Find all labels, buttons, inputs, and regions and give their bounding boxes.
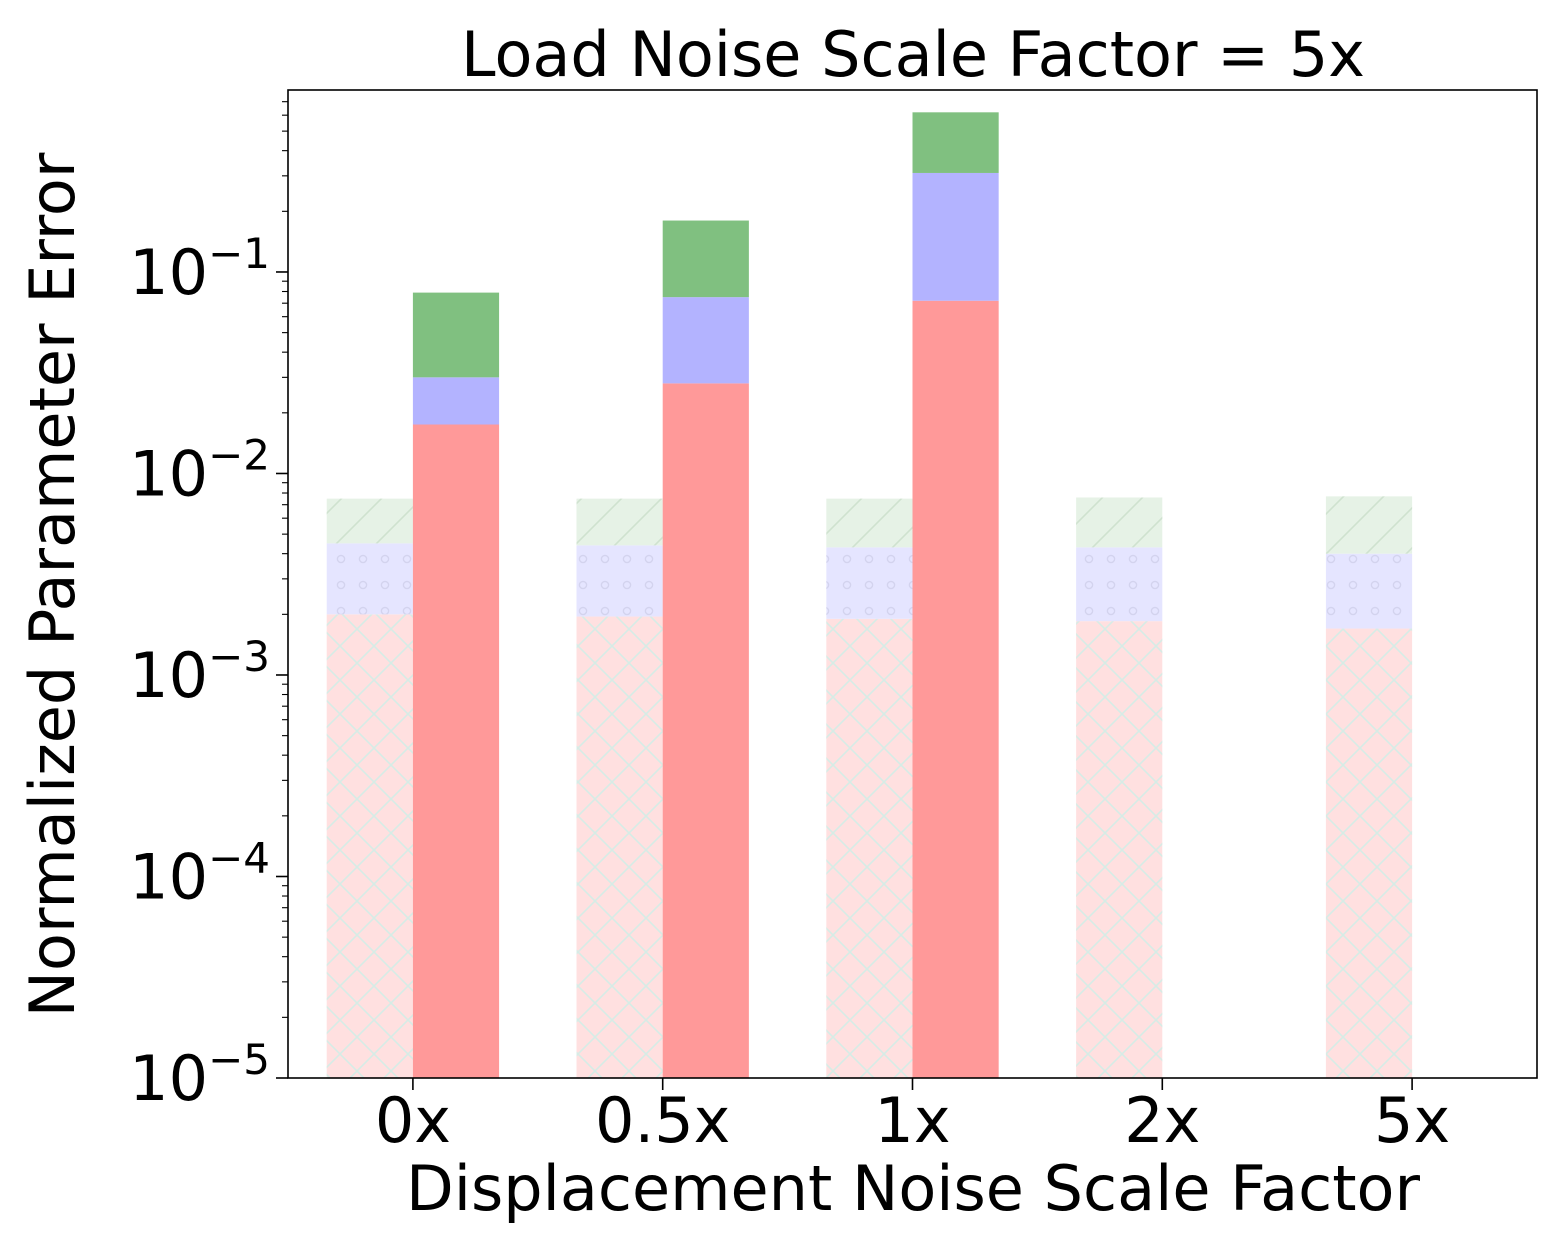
bar-hatch-dots-0x <box>326 543 413 615</box>
bar-solid-seg1-1x <box>912 172 999 301</box>
bar-hatch-diagonal-0.5x <box>576 498 663 546</box>
bar-hatch-cross-2x <box>1076 621 1163 1078</box>
y-tick-exponent: −4 <box>208 833 270 882</box>
y-tick-label: 10−5 <box>129 1035 270 1115</box>
bar-hatch-diagonal-1x <box>826 498 913 548</box>
axes-layer: 10−510−410−310−210−10x 0.5x 1x 2x 5x <box>129 89 1538 1157</box>
y-tick-label: 10−1 <box>129 229 270 309</box>
bars-layer <box>326 112 1413 1079</box>
bar-hatch-dots-0.5x <box>576 545 663 617</box>
x-tick-label: 1x <box>874 1084 950 1157</box>
bar-hatch-cross-5x <box>1325 628 1413 1078</box>
bar-solid-seg0-1x <box>912 300 999 1079</box>
y-tick-exponent: −5 <box>208 1035 270 1084</box>
bar-hatch-diagonal-2x <box>1076 497 1163 548</box>
bar-hatch-dots-2x <box>1076 547 1163 622</box>
bar-solid-seg0-0x <box>412 424 500 1078</box>
bar-hatch-diagonal-5x <box>1325 496 1413 554</box>
y-tick-base: 10 <box>129 437 208 510</box>
y-tick-exponent: −1 <box>208 229 270 278</box>
bar-solid-seg0-0.5x <box>662 383 749 1078</box>
x-tick-label: 2x <box>1124 1084 1200 1157</box>
bar-hatch-dots-5x <box>1325 553 1413 629</box>
bar-solid-seg2-0x <box>412 292 500 378</box>
y-tick-base: 10 <box>129 639 208 712</box>
bar-hatch-dots-1x <box>826 547 913 619</box>
y-tick-label: 10−2 <box>129 430 270 510</box>
y-tick-base: 10 <box>129 236 208 309</box>
bar-hatch-cross-1x <box>826 618 913 1078</box>
y-tick-label: 10−3 <box>129 632 270 712</box>
bar-solid-seg1-0x <box>412 377 500 425</box>
y-tick-label: 10−4 <box>129 833 270 913</box>
bar-hatch-diagonal-0x <box>326 498 413 544</box>
bar-solid-seg2-0.5x <box>662 220 749 298</box>
x-tick-label: 0.5x <box>595 1084 730 1157</box>
y-axis-label: Normalized Parameter Error <box>16 152 89 1017</box>
bar-hatch-cross-0x <box>326 614 413 1078</box>
bar-solid-seg1-0.5x <box>662 297 749 384</box>
y-tick-base: 10 <box>129 840 208 913</box>
x-tick-label: 0x <box>375 1084 451 1157</box>
bar-solid-seg2-1x <box>912 112 999 173</box>
x-axis-label: Displacement Noise Scale Factor <box>406 1152 1420 1225</box>
y-tick-base: 10 <box>129 1042 208 1115</box>
y-tick-exponent: −3 <box>208 632 270 681</box>
x-tick-label: 5x <box>1374 1084 1450 1157</box>
bar-hatch-cross-0.5x <box>576 616 663 1078</box>
chart-title: Load Noise Scale Factor = 5x <box>461 18 1365 91</box>
y-tick-exponent: −2 <box>208 430 270 479</box>
